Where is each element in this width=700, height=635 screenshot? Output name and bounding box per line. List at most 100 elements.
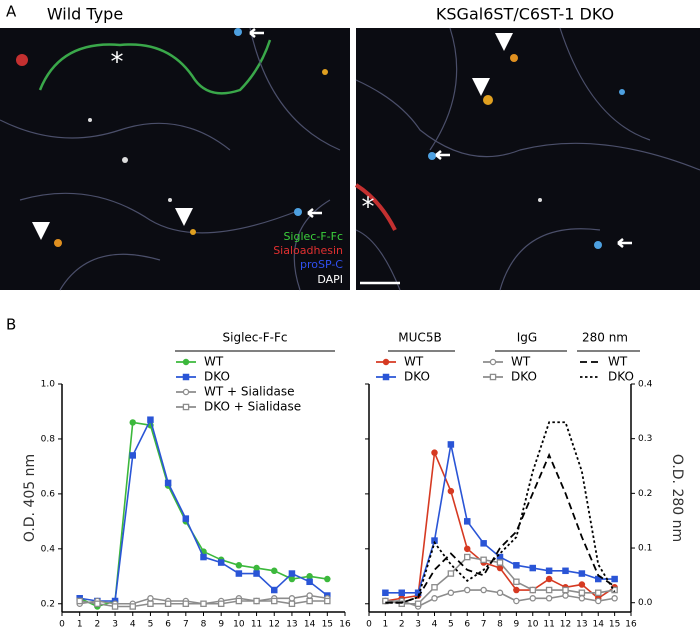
- x-tick-label: 5: [148, 620, 154, 630]
- x-tick-label: 7: [183, 620, 189, 630]
- marker: [529, 586, 537, 594]
- legend-marker: [182, 358, 190, 366]
- marker: [200, 600, 207, 608]
- x-tick-label: 13: [576, 620, 587, 630]
- x-tick-label: 0: [366, 620, 372, 630]
- marker: [480, 540, 487, 547]
- marker: [480, 556, 487, 564]
- y2-axis-label: O.D. 280 nm: [669, 454, 685, 542]
- marker: [235, 570, 243, 577]
- legend-label: DKO: [608, 370, 634, 384]
- stain-label: Siglec-F-Fc: [283, 230, 343, 243]
- x-tick-label: 3: [415, 620, 421, 630]
- marker: [288, 575, 296, 583]
- marker: [431, 584, 438, 591]
- x-tick-label: 11: [543, 620, 554, 630]
- marker: [513, 586, 520, 594]
- marker: [306, 597, 313, 605]
- marker: [111, 603, 119, 610]
- legend-label: WT: [204, 355, 224, 369]
- legend-title: Siglec-F-Fc: [223, 331, 288, 345]
- marker: [382, 597, 389, 605]
- marker: [164, 600, 172, 608]
- y2-tick-label: 0.3: [638, 434, 652, 444]
- marker: [94, 600, 101, 608]
- legend-label: DKO + Sialidase: [204, 400, 301, 414]
- legend-marker: [182, 388, 190, 396]
- legend-label: DKO: [511, 370, 537, 384]
- x-tick-label: 8: [201, 620, 207, 630]
- marker: [513, 578, 520, 586]
- marker: [253, 570, 260, 577]
- marker: [182, 600, 190, 608]
- marker: [463, 553, 471, 561]
- marker: [545, 575, 553, 583]
- x-tick-label: 0: [59, 620, 65, 630]
- marker: [463, 545, 471, 553]
- micrograph: [0, 27, 700, 291]
- x-tick-label: 6: [165, 620, 171, 630]
- marker: [129, 419, 136, 426]
- marker: [463, 518, 471, 525]
- x-tick-label: 3: [112, 620, 118, 630]
- x-tick-label: 8: [497, 620, 503, 630]
- marker: [611, 595, 618, 602]
- y2-tick-label: 0.2: [638, 489, 652, 499]
- stain-label: DAPI: [317, 273, 343, 286]
- image-title: Wild Type: [47, 5, 123, 24]
- legend-marker: [382, 358, 390, 366]
- marker: [382, 589, 389, 597]
- x-tick-label: 15: [609, 620, 620, 630]
- marker: [529, 564, 537, 572]
- x-tick-label: 11: [251, 620, 262, 630]
- series-line: [385, 449, 616, 602]
- legend-marker: [182, 403, 190, 411]
- marker: [129, 452, 136, 459]
- x-tick-label: 1: [77, 620, 83, 630]
- x-tick-label: 2: [399, 620, 405, 630]
- x-tick-label: 4: [130, 620, 136, 630]
- marker: [324, 597, 331, 605]
- legend-label: WT: [608, 355, 628, 369]
- x-tick-label: 16: [625, 620, 637, 630]
- marker: [129, 603, 136, 610]
- marker: [217, 600, 225, 608]
- marker: [288, 570, 296, 577]
- x-tick-label: 7: [481, 620, 487, 630]
- x-tick-label: 16: [339, 620, 351, 630]
- marker: [324, 575, 331, 583]
- y-tick-label: 0.8: [41, 434, 56, 444]
- marker: [200, 553, 207, 561]
- marker: [270, 586, 278, 594]
- legend-label: WT: [511, 355, 531, 369]
- marker: [562, 567, 569, 575]
- legend-label: DKO: [204, 370, 230, 384]
- marker: [447, 487, 455, 495]
- x-tick-label: 5: [448, 620, 454, 630]
- marker: [480, 586, 487, 594]
- marker: [147, 416, 154, 423]
- marker: [288, 600, 296, 608]
- y2-tick-label: 0.1: [638, 544, 652, 554]
- marker: [545, 595, 553, 602]
- marker: [463, 586, 471, 594]
- marker: [76, 597, 83, 605]
- x-tick-label: 14: [304, 620, 316, 630]
- marker: [398, 589, 405, 597]
- marker: [578, 581, 586, 588]
- marker: [496, 589, 504, 597]
- legend-label: WT: [404, 355, 424, 369]
- legend-marker: [489, 358, 497, 366]
- x-tick-label: 1: [383, 620, 389, 630]
- marker: [217, 559, 225, 566]
- x-tick-label: 13: [286, 620, 297, 630]
- legend-title: MUC5B: [398, 331, 441, 345]
- marker: [611, 586, 618, 594]
- marker: [164, 479, 172, 487]
- legend-label: WT + Sialidase: [204, 385, 294, 399]
- marker: [578, 570, 586, 577]
- marker: [496, 559, 504, 566]
- marker: [611, 575, 618, 583]
- x-tick-label: 10: [527, 620, 539, 630]
- image-title: KSGal6ST/C6ST-1 DKO: [436, 5, 614, 24]
